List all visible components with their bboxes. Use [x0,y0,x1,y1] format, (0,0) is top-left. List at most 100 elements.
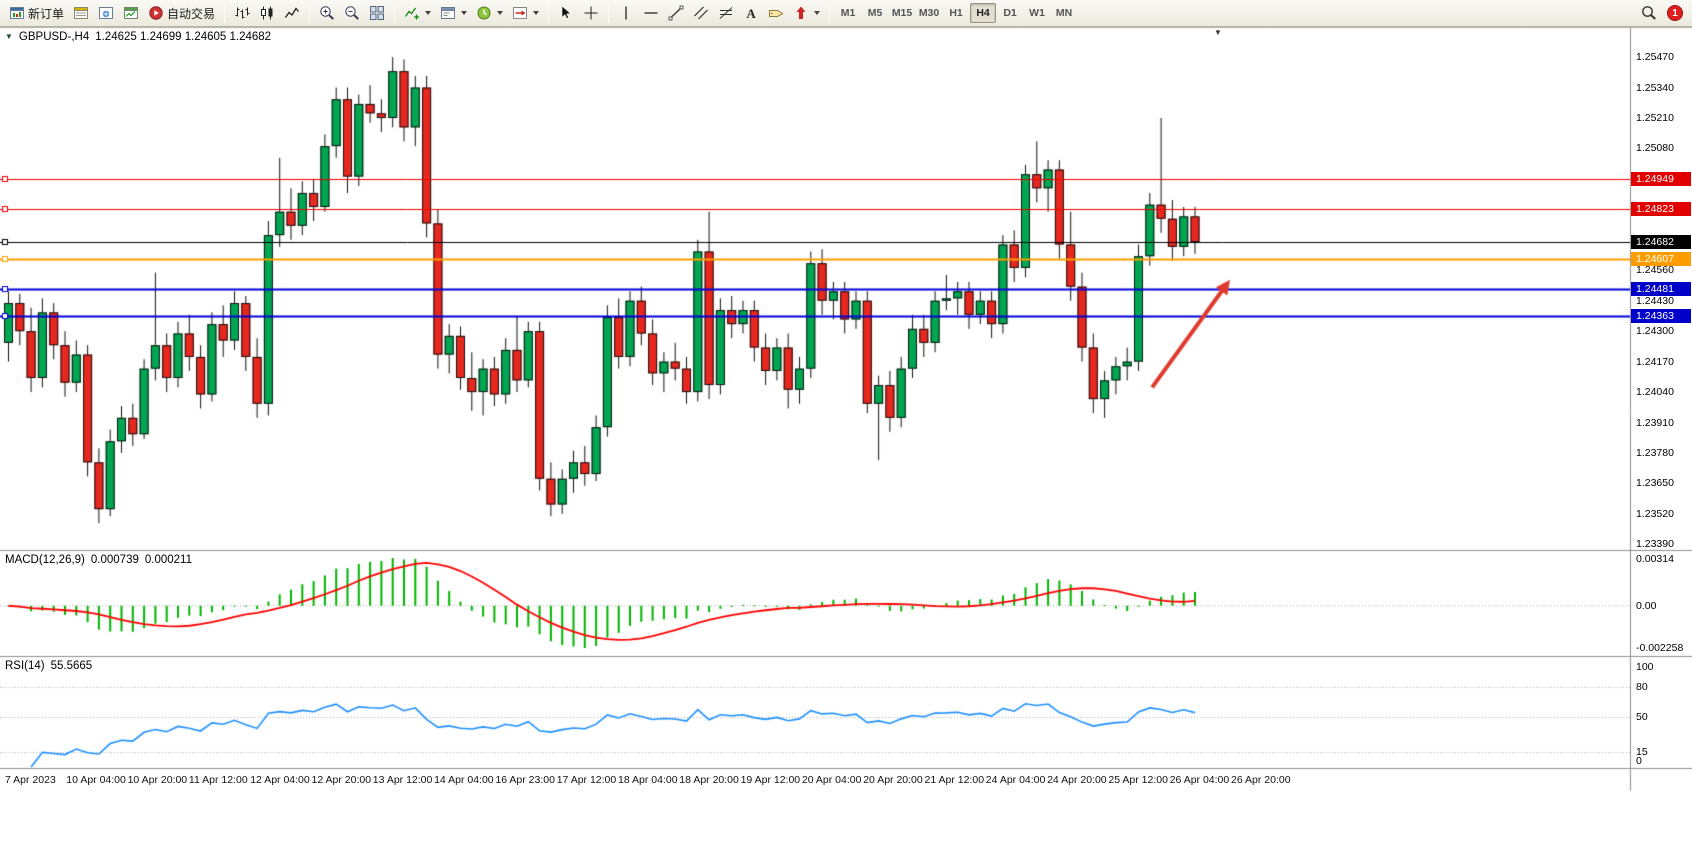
price-line-badge-1.24823[interactable]: 1.24823 [1631,202,1691,216]
price-axis-tick: 1.23780 [1636,446,1674,459]
equidistant-channel-button[interactable] [689,2,713,24]
macd-axis-tick: -0.002258 [1636,642,1684,654]
fibonacci-button[interactable] [714,2,738,24]
toolbar-separator [548,3,550,23]
zoom-in-button[interactable] [315,2,339,24]
time-axis-label: 19 Apr 12:00 [740,774,801,786]
timeframe-button-d1[interactable]: D1 [997,3,1023,23]
text-button[interactable]: A [739,2,763,24]
time-axis-label: 10 Apr 04:00 [66,774,126,786]
crosshair-icon [584,6,598,20]
time-axis-label: 17 Apr 12:00 [556,774,617,786]
timeframe-button-m15[interactable]: M15 [889,3,915,23]
time-axis-label: 12 Apr 20:00 [311,774,372,786]
timeframe-button-m30[interactable]: M30 [916,3,942,23]
chart-shift-button[interactable] [508,2,543,24]
time-axis-label: 18 Apr 04:00 [618,774,678,786]
chart-shift-icon [513,7,528,19]
chevron-down-icon [425,11,432,15]
macd-name: MACD(12,26,9) [5,554,85,566]
time-axis-label: 7 Apr 2023 [5,774,56,786]
market-watch-icon [74,7,89,19]
timeframe-toolbar: M1 M5 M15 M30 H1 H4 D1 W1 MN [835,3,1077,23]
price-axis-tick: 1.23390 [1636,538,1674,551]
autotrading-button[interactable]: 自动交易 [144,2,219,24]
arrows-button[interactable] [789,2,824,24]
horizontal-line-icon [644,12,658,14]
crosshair-button[interactable] [579,2,603,24]
navigator-icon [99,7,114,19]
tile-windows-button[interactable] [365,2,389,24]
vertical-line-icon [625,6,627,20]
equidistant-channel-icon [694,6,708,20]
bar-chart-button[interactable] [230,2,254,24]
text-tool-icon: A [746,5,756,21]
time-axis-label: 24 Apr 20:00 [1047,774,1107,786]
indicators-icon [404,7,420,20]
new-order-label: 新订单 [28,6,65,21]
price-line-badge-1.24682[interactable]: 1.24682 [1631,235,1691,249]
timeframe-button-h1[interactable]: H1 [943,3,969,23]
price-axis-tick: 1.24300 [1636,325,1674,338]
macd-axis-tick: 0.00314 [1636,553,1674,565]
autotrading-label: 自动交易 [167,6,216,21]
fibonacci-icon [719,7,733,19]
candlestick-chart-icon [261,6,273,20]
rsi-axis-tick: 15 [1636,746,1648,758]
trendline-button[interactable] [664,2,688,24]
line-chart-button[interactable] [280,2,304,24]
templates-icon [441,7,456,19]
price-line-badge-1.24607[interactable]: 1.24607 [1631,252,1691,266]
rsi-axis-tick: 100 [1636,661,1654,673]
text-label-button[interactable] [764,2,788,24]
price-axis-tick: 1.24040 [1636,386,1674,399]
time-axis-label: 20 Apr 04:00 [801,774,862,786]
text-label-icon [769,10,784,17]
periods-button[interactable] [472,2,507,24]
line-chart-icon [284,7,300,18]
time-axis-label: 24 Apr 04:00 [985,774,1046,786]
time-axis-label: 10 Apr 20:00 [127,774,188,786]
notification-badge[interactable]: 1 [1667,5,1683,21]
templates-button[interactable] [436,2,471,24]
market-watch-button[interactable] [69,2,93,24]
rsi-axis-tick: 0 [1636,755,1642,767]
chevron-down-icon [814,11,821,15]
timeframe-button-h4[interactable]: H4 [970,3,997,23]
price-axis-tick: 1.25210 [1636,112,1674,124]
time-axis-label: 26 Apr 20:00 [1231,774,1291,786]
zoom-out-button[interactable] [340,2,364,24]
toolbar-separator [224,3,226,23]
time-axis-label: 11 Apr 12:00 [188,774,248,786]
new-order-button[interactable]: 新订单 [5,2,68,24]
candlestick-chart-button[interactable] [255,2,279,24]
bar-chart-icon [235,7,250,19]
indicators-button[interactable] [400,2,435,24]
time-axis-label: 25 Apr 12:00 [1108,774,1168,786]
time-axis-label: 13 Apr 12:00 [372,774,433,786]
macd-indicator-label: MACD(12,26,9) 0.000739 0.000211 [5,554,192,566]
price-axis-tick: 1.25470 [1636,51,1674,64]
price-axis-tick: 1.25340 [1636,81,1674,94]
navigator-button[interactable] [94,2,118,24]
rsi-indicator-label: RSI(14) 55.5665 [5,660,92,672]
rsi-value: 55.5665 [50,660,93,672]
timeframe-button-w1[interactable]: W1 [1024,3,1050,23]
vertical-line-button[interactable] [614,2,638,24]
price-line-badge-1.24363[interactable]: 1.24363 [1631,309,1691,323]
terminal-button[interactable] [119,2,143,24]
price-line-badge-1.24949[interactable]: 1.24949 [1631,172,1691,186]
timeframe-button-m1[interactable]: M1 [835,3,861,23]
chart-ohlc-values: 1.24625 1.24699 1.24605 1.24682 [95,31,272,43]
horizontal-line-button[interactable] [639,2,663,24]
price-line-badge-1.24481[interactable]: 1.24481 [1631,282,1691,296]
timeframe-button-m5[interactable]: M5 [862,3,888,23]
timeframe-button-mn[interactable]: MN [1051,3,1077,23]
search-button[interactable] [1637,2,1661,24]
autotrading-icon [149,6,163,20]
main-toolbar: 新订单 自动交易 [0,0,1692,27]
cursor-button[interactable] [554,2,578,24]
